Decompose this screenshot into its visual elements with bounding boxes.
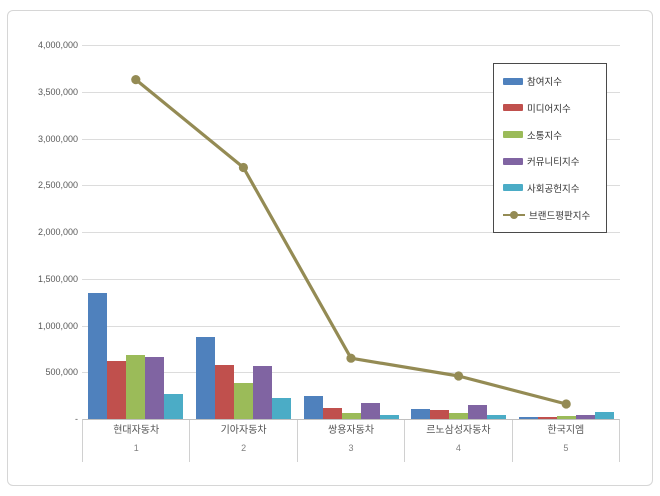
category-cell-ssangyong: 쌍용자동차 3 — [298, 420, 406, 462]
gridline — [82, 185, 620, 187]
legend: 참여지수 미디어지수 소통지수 커뮤니티지수 사회공헌지수 브랜드평판지수 — [493, 63, 607, 233]
y-tick-label: 1,500,000 — [37, 273, 78, 284]
category-cell-renault-samsung: 르노삼성자동차 4 — [405, 420, 513, 462]
category-label: 한국지엠 — [547, 425, 585, 436]
category-label: 현대자동차 — [113, 425, 160, 436]
bar-4-2 — [379, 415, 399, 419]
y-tick-label: 2,000,000 — [37, 227, 78, 237]
y-tick-label: 3,500,000 — [37, 86, 78, 97]
bar-1-3 — [430, 409, 450, 419]
bar-3-1 — [252, 365, 272, 419]
y-tick-label: 3,000,000 — [37, 133, 78, 144]
y-tick-label: 500,000 — [45, 367, 78, 378]
category-rank: 1 — [133, 443, 139, 453]
bar-2-0 — [126, 354, 146, 419]
legend-label: 사회공헌지수 — [527, 183, 580, 195]
bar-3-3 — [468, 405, 488, 419]
category-rank: 3 — [348, 443, 354, 453]
category-label: 르노삼성자동차 — [426, 425, 491, 436]
bar-4-1 — [271, 397, 291, 419]
gridline — [82, 232, 620, 233]
gridline — [82, 372, 620, 374]
bar-2-1 — [233, 382, 253, 419]
category-rank: 4 — [455, 443, 461, 453]
bar-2-3 — [449, 413, 469, 419]
bar-3-4 — [575, 414, 595, 419]
category-cell-hyundai: 현대자동차 1 — [83, 420, 191, 462]
line-marker — [238, 162, 248, 173]
bar-0-2 — [303, 395, 323, 419]
legend-item-social-contribution-index: 사회공헌지수 — [503, 181, 600, 195]
legend-swatch-red — [503, 104, 523, 112]
y-tick-label: 1,000,000 — [37, 320, 78, 331]
y-tick-label: 4,000,000 — [37, 40, 78, 50]
legend-line-marker-swatch — [503, 210, 525, 220]
legend-item-media-index: 미디어지수 — [503, 101, 600, 115]
legend-label: 참여지수 — [527, 77, 562, 89]
y-tick-label: 2,500,000 — [37, 180, 78, 191]
legend-label: 브랜드평판지수 — [529, 210, 591, 222]
bar-2-2 — [341, 412, 361, 419]
category-cell-kia: 기아자동차 2 — [190, 420, 298, 462]
bar-0-0 — [88, 292, 108, 419]
legend-swatch-blue — [503, 77, 523, 85]
bar-1-1 — [214, 364, 234, 419]
line-marker — [346, 353, 356, 363]
category-rank: 2 — [241, 443, 247, 453]
category-label: 쌍용자동차 — [328, 425, 375, 436]
gridline — [82, 91, 620, 93]
legend-swatch-teal — [503, 184, 523, 192]
bar-0-4 — [518, 417, 538, 419]
legend-swatch-purple — [503, 157, 523, 165]
gridline — [82, 138, 620, 140]
legend-label: 커뮤니티지수 — [527, 157, 580, 169]
category-cell-gm-korea: 한국지엠 5 — [513, 420, 619, 462]
bar-0-3 — [411, 408, 431, 419]
legend-item-communication-index: 소통지수 — [503, 128, 600, 142]
legend-swatch-green — [503, 131, 523, 139]
gridline — [82, 325, 620, 327]
legend-item-participation-index: 참여지수 — [503, 74, 600, 88]
legend-label: 소통지수 — [527, 130, 562, 142]
bar-1-2 — [322, 407, 342, 419]
bar-2-4 — [556, 415, 576, 419]
bar-3-0 — [145, 357, 165, 419]
line-marker — [454, 371, 464, 381]
gridline — [82, 278, 620, 280]
bar-4-4 — [594, 411, 614, 419]
legend-label: 미디어지수 — [527, 103, 571, 115]
bar-3-2 — [360, 403, 380, 419]
legend-item-brand-reputation-index: 브랜드평판지수 — [503, 208, 600, 222]
legend-item-community-index: 커뮤니티지수 — [503, 154, 600, 168]
category-label: 기아자동차 — [220, 425, 267, 436]
bar-1-0 — [107, 361, 127, 419]
bar-4-0 — [164, 393, 184, 419]
line-marker — [131, 75, 141, 85]
y-tick-label: - — [75, 414, 78, 424]
category-rank: 5 — [563, 443, 569, 453]
bar-4-3 — [487, 414, 507, 419]
bar-1-4 — [537, 416, 557, 419]
x-axis-category-table: 현대자동차 1 기아자동차 2 쌍용자동차 3 르노삼성자동차 4 한국지엠 5 — [82, 419, 620, 462]
bar-0-1 — [195, 336, 215, 419]
gridline — [82, 45, 620, 46]
line-marker — [561, 399, 571, 409]
